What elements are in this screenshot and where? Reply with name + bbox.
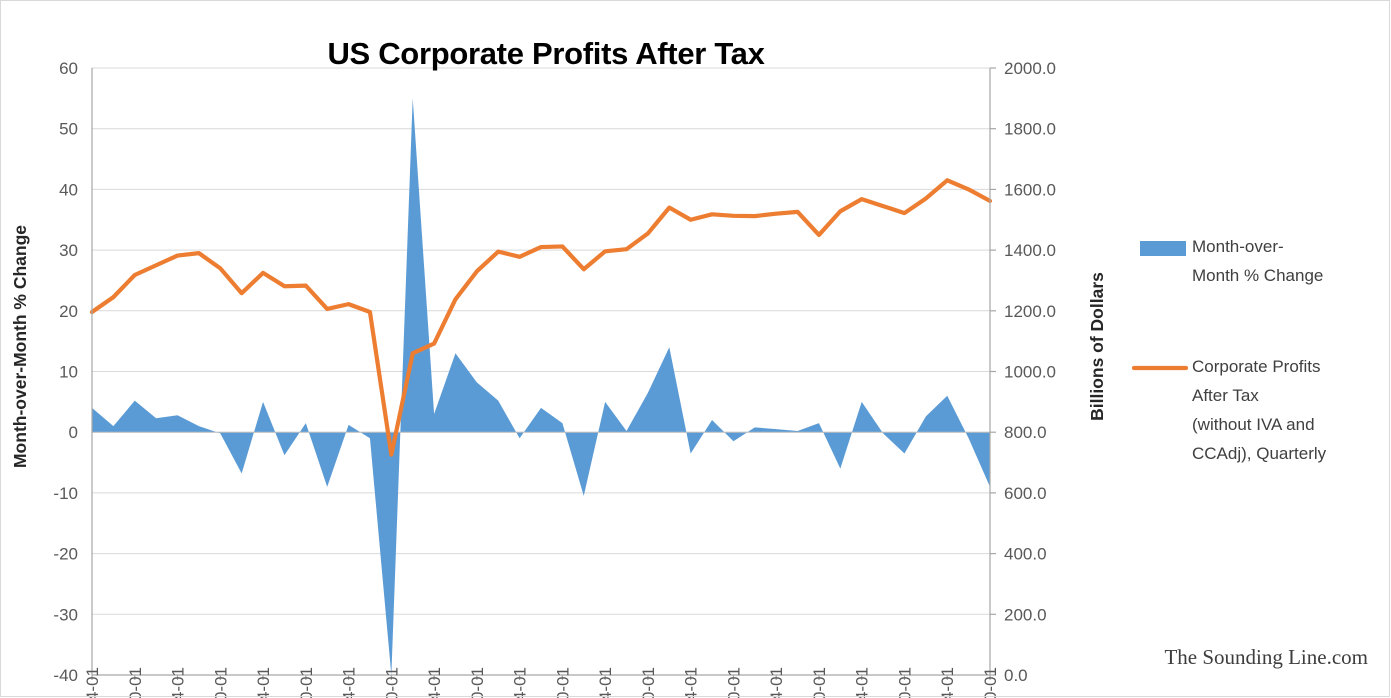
x-axis-tick-label: 2006-10-01: [211, 667, 230, 698]
legend-label-line: CCAdj), Quarterly: [1192, 444, 1327, 463]
x-axis-tick-label: 2011-10-01: [639, 667, 658, 698]
x-axis-tick-label: 2007-10-01: [297, 667, 316, 698]
legend-swatch-month-over-month: [1140, 241, 1186, 256]
y-axis-tick-label: 30: [59, 241, 78, 260]
y-axis-tick-label: -40: [53, 666, 78, 685]
y-axis-tick-label: -10: [53, 484, 78, 503]
y2-axis-tick-label: 1800.0: [1004, 120, 1056, 139]
x-axis-tick-label: 2008-10-01: [382, 667, 401, 698]
legend-label-line: Month-over-: [1192, 237, 1284, 256]
x-axis-tick-label: 2005-10-01: [126, 667, 145, 698]
chart-title: US Corporate Profits After Tax: [327, 36, 765, 71]
x-axis-tick-label: 2008-04-01: [340, 667, 359, 698]
y2-axis-tick-label: 400.0: [1004, 545, 1047, 564]
x-axis-tick-label: 2015-10-01: [981, 667, 1000, 698]
y-axis-title: Month-over-Month % Change: [10, 225, 30, 468]
y2-axis-tick-label: 1200.0: [1004, 302, 1056, 321]
y-axis-tick-label: -30: [53, 605, 78, 624]
y2-axis-tick-label: 0.0: [1004, 666, 1028, 685]
y-axis-tick-label: 20: [59, 302, 78, 321]
y-axis-tick-label: -20: [53, 545, 78, 564]
y2-axis-tick-label: 1400.0: [1004, 241, 1056, 260]
legend-label-line: After Tax: [1192, 386, 1259, 405]
x-axis-tick-label: 2014-04-01: [853, 667, 872, 698]
y-axis-tick-label: 50: [59, 120, 78, 139]
watermark-text: The Sounding Line.com: [1164, 645, 1368, 669]
series-line-corporate-profits: [89, 178, 993, 457]
x-axis-tick-label: 2013-04-01: [767, 667, 786, 698]
y2-axis-tick-label: 1600.0: [1004, 180, 1056, 199]
x-axis-tick-label: 2011-04-01: [596, 667, 615, 698]
x-axis-tick-label: 2013-10-01: [810, 667, 829, 698]
x-axis-tick-label: 2007-04-01: [254, 667, 273, 698]
series-area-month-over-month: [92, 98, 990, 676]
x-axis-tick-label: 2015-04-01: [938, 667, 957, 698]
x-axis-tick-label: 2009-04-01: [425, 667, 444, 698]
y2-axis-title: Billions of Dollars: [1087, 272, 1107, 421]
x-axis-tick-label: 2010-04-01: [511, 667, 530, 698]
x-axis-tick-label: 2010-10-01: [553, 667, 572, 698]
x-axis-tick-label: 2005-04-01: [83, 667, 102, 698]
y-axis-tick-label: 40: [59, 180, 78, 199]
x-axis-tick-label: 2009-10-01: [468, 667, 487, 698]
y-axis-tick-label: 60: [59, 59, 78, 78]
x-axis-tick-label: 2014-10-01: [895, 667, 914, 698]
y2-axis-tick-label: 200.0: [1004, 605, 1047, 624]
y2-axis-tick-label: 800.0: [1004, 423, 1047, 442]
legend-label-line: Corporate Profits: [1192, 357, 1321, 376]
y2-axis-tick-label: 2000.0: [1004, 59, 1056, 78]
legend-label-line: Month % Change: [1192, 266, 1323, 285]
y-axis-tick-label: 10: [59, 363, 78, 382]
y2-axis-tick-label: 600.0: [1004, 484, 1047, 503]
x-axis-tick-label: 2006-04-01: [169, 667, 188, 698]
y-axis-tick-label: 0: [69, 423, 78, 442]
legend-label-line: (without IVA and: [1192, 415, 1315, 434]
y2-axis-tick-label: 1000.0: [1004, 363, 1056, 382]
